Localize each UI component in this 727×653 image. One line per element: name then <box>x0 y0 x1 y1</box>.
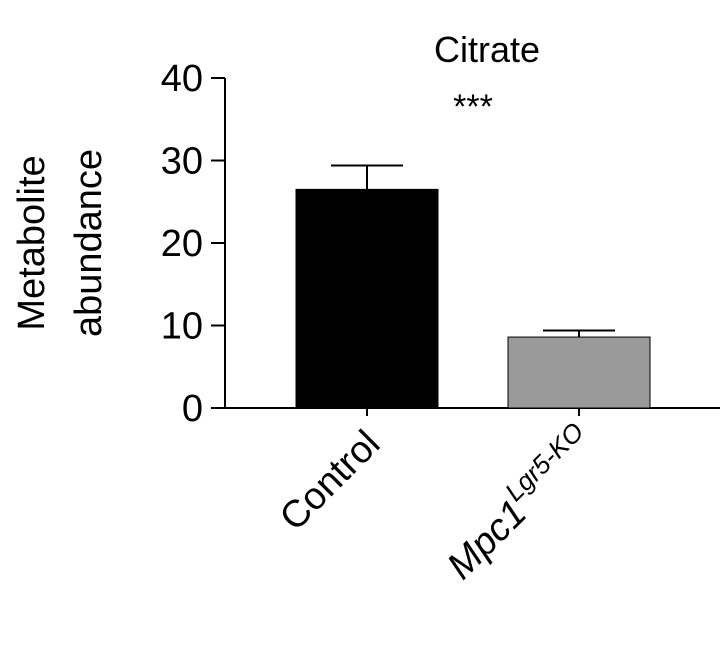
y-axis: 0 10 20 30 40 <box>161 58 226 430</box>
y-tick-label-10: 10 <box>161 306 203 348</box>
category-label-control: Control <box>272 423 388 539</box>
bar-mpc1 <box>507 336 651 409</box>
error-bars <box>331 164 615 338</box>
y-axis-label-line-2: abundance <box>68 149 110 337</box>
category-label-mpc1-main: Mpc1 <box>439 492 534 587</box>
y-tick-label-20: 20 <box>161 223 203 265</box>
category-label-mpc1: Mpc1Lgr5-KO <box>433 416 604 587</box>
bars <box>295 188 651 409</box>
y-tick-label-40: 40 <box>161 58 203 100</box>
y-tick-label-0: 0 <box>182 388 203 430</box>
bar-control <box>295 188 439 409</box>
x-axis <box>225 407 720 416</box>
significance-label: *** <box>453 88 493 126</box>
y-axis-label-line-1: Metabolite <box>11 155 53 330</box>
y-tick-label-30: 30 <box>161 141 203 183</box>
chart-title: Citrate <box>434 29 540 70</box>
category-label-mpc1-superscript: Lgr5-KO <box>499 416 590 507</box>
